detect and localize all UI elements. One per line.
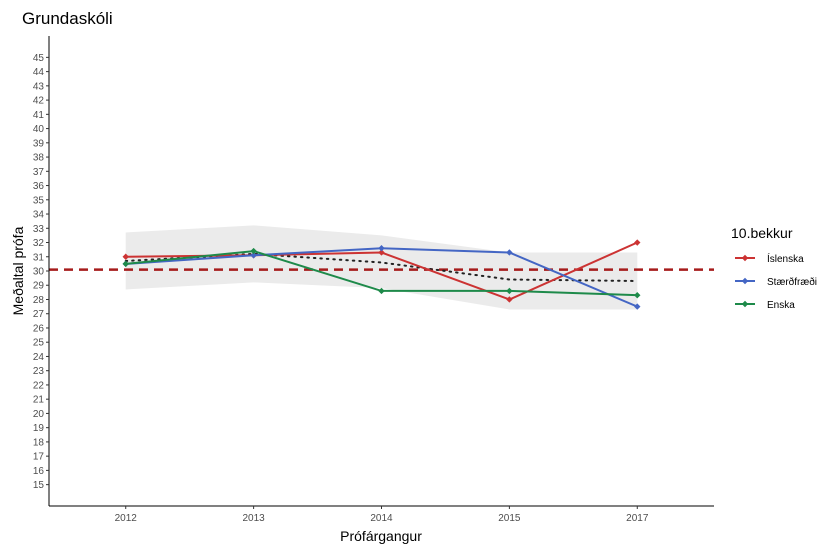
legend-label: Stærðfræði bbox=[767, 276, 817, 288]
legend-label: Íslenska bbox=[767, 252, 804, 265]
data-point bbox=[378, 287, 385, 295]
y-tick-label: 22 bbox=[33, 380, 45, 391]
legend-label: Enska bbox=[767, 300, 795, 311]
confidence-band-layer bbox=[125, 225, 638, 310]
y-tick-label: 25 bbox=[33, 338, 45, 349]
y-tick-label: 29 bbox=[33, 281, 45, 292]
legend-item-islenska: Íslenska bbox=[735, 252, 804, 265]
y-tick-label: 27 bbox=[33, 309, 45, 320]
y-tick-label: 21 bbox=[33, 395, 45, 406]
y-tick-label: 42 bbox=[33, 96, 45, 107]
y-tick-label: 15 bbox=[33, 480, 45, 491]
x-tick-label: 2017 bbox=[626, 513, 649, 524]
y-tick-label: 26 bbox=[33, 323, 45, 334]
legend-marker bbox=[741, 277, 749, 285]
y-tick-label: 23 bbox=[33, 366, 45, 377]
legend-marker bbox=[741, 300, 749, 308]
y-tick-label: 20 bbox=[33, 409, 45, 420]
data-point bbox=[378, 249, 385, 256]
y-tick-label: 45 bbox=[33, 53, 45, 64]
legend-marker bbox=[741, 254, 749, 262]
y-axis-ticks: 15 16 17 18 19 20 21 22 23 24 25 26 27 28 29 30 31 32 33 34… bbox=[33, 53, 49, 491]
series-enska bbox=[122, 247, 641, 299]
y-tick-label: 28 bbox=[33, 295, 45, 306]
x-tick-label: 2012 bbox=[115, 513, 138, 524]
y-tick-label: 18 bbox=[33, 437, 45, 448]
legend-title: 10.bekkur bbox=[731, 225, 793, 241]
x-tick-label: 2013 bbox=[242, 513, 265, 524]
y-tick-label: 36 bbox=[33, 181, 45, 192]
legend-item-st-r-fr-i: Stærðfræði bbox=[735, 276, 817, 288]
data-point bbox=[634, 292, 641, 299]
x-tick-label: 2015 bbox=[498, 513, 521, 524]
y-tick-label: 16 bbox=[33, 466, 45, 477]
confidence-band bbox=[125, 225, 638, 310]
data-point bbox=[506, 287, 513, 295]
y-tick-label: 40 bbox=[33, 124, 45, 135]
data-point bbox=[122, 253, 129, 260]
x-axis-title: Prófárgangur bbox=[340, 528, 422, 544]
data-point bbox=[634, 239, 641, 246]
x-tick-label: 2014 bbox=[370, 513, 393, 524]
y-tick-label: 39 bbox=[33, 138, 45, 149]
chart-title: Grundaskóli bbox=[22, 9, 113, 28]
data-point bbox=[378, 245, 385, 252]
y-tick-label: 38 bbox=[33, 153, 45, 164]
data-point bbox=[250, 247, 257, 255]
y-tick-label: 19 bbox=[33, 423, 45, 434]
y-tick-label: 34 bbox=[33, 210, 45, 221]
y-tick-label: 33 bbox=[33, 224, 45, 235]
legend-item-enska: Enska bbox=[735, 300, 795, 311]
y-tick-label: 17 bbox=[33, 452, 45, 463]
data-point bbox=[250, 252, 257, 259]
y-tick-label: 37 bbox=[33, 167, 45, 178]
y-tick-label: 43 bbox=[33, 81, 45, 92]
data-point bbox=[506, 249, 513, 256]
y-tick-label: 41 bbox=[33, 110, 45, 121]
data-point bbox=[506, 296, 513, 303]
y-tick-label: 31 bbox=[33, 252, 45, 263]
y-tick-label: 44 bbox=[33, 67, 45, 78]
y-axis-title: Meðaltal prófa bbox=[10, 226, 26, 315]
legend: 10.bekkur Íslenska Stærðfræði Enska bbox=[731, 225, 817, 311]
data-point bbox=[122, 260, 129, 268]
y-tick-label: 30 bbox=[33, 267, 45, 278]
legend-items: Íslenska Stærðfræði Enska bbox=[735, 252, 817, 311]
series-layer bbox=[122, 239, 641, 310]
data-point bbox=[634, 303, 641, 310]
y-tick-label: 32 bbox=[33, 238, 45, 249]
x-axis-ticks: 2012 2013 2014 2015 2017 bbox=[115, 506, 649, 524]
y-tick-label: 24 bbox=[33, 352, 45, 363]
y-tick-label: 35 bbox=[33, 195, 45, 206]
